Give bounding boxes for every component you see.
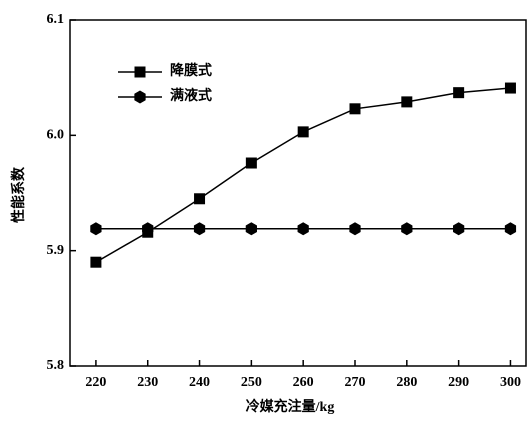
legend-marker — [134, 90, 146, 104]
y-tick-label: 5.9 — [47, 243, 65, 258]
marker — [504, 222, 517, 236]
marker — [504, 82, 516, 94]
x-tick-label: 230 — [137, 375, 158, 390]
marker — [453, 87, 465, 99]
legend-label: 满液式 — [170, 87, 212, 104]
x-tick-label: 270 — [345, 375, 366, 390]
marker — [90, 222, 102, 236]
marker — [349, 222, 361, 236]
x-tick-label: 280 — [396, 375, 417, 390]
y-axis-label: 性能系数 — [10, 166, 27, 223]
marker — [90, 256, 102, 268]
legend-label: 降膜式 — [170, 62, 212, 79]
marker — [194, 193, 206, 205]
x-tick-label: 300 — [500, 375, 521, 390]
marker — [349, 103, 361, 115]
x-axis-label: 冷媒充注量/kg — [246, 398, 335, 415]
x-tick-label: 220 — [85, 375, 106, 390]
marker — [297, 222, 309, 236]
x-tick-label: 290 — [448, 375, 469, 390]
marker — [401, 222, 413, 236]
x-tick-label: 250 — [241, 375, 262, 390]
legend-marker — [134, 66, 146, 78]
marker — [401, 96, 413, 108]
y-tick-label: 5.8 — [47, 358, 65, 373]
marker — [245, 222, 257, 236]
marker — [297, 126, 309, 138]
plot-frame — [69, 19, 527, 367]
marker — [453, 222, 465, 236]
x-tick-label: 240 — [189, 375, 210, 390]
x-tick-label: 260 — [293, 375, 314, 390]
marker — [142, 222, 154, 236]
y-tick-label: 6.1 — [47, 12, 65, 27]
marker — [245, 157, 257, 169]
y-tick-label: 6.0 — [47, 128, 65, 143]
marker — [193, 222, 206, 236]
series-line — [95, 87, 511, 263]
